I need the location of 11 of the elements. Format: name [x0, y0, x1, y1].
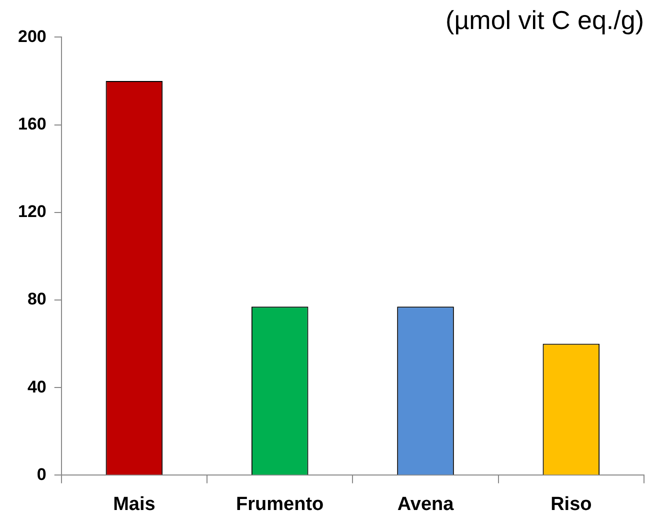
y-tick-label: 160	[18, 114, 46, 134]
x-tick-label: Frumento	[236, 494, 324, 515]
y-tick-label: 40	[27, 377, 46, 396]
x-tick-label: Riso	[550, 494, 592, 515]
y-tick-label: 120	[18, 202, 46, 222]
x-tick-label: Mais	[113, 494, 156, 515]
y-tick-label: 200	[18, 26, 46, 46]
chart-title: (µmol vit C eq./g)	[446, 4, 644, 35]
y-tick-label: 80	[27, 290, 46, 309]
x-tick-label: Avena	[397, 494, 454, 515]
y-tick-label: 0	[36, 464, 46, 484]
